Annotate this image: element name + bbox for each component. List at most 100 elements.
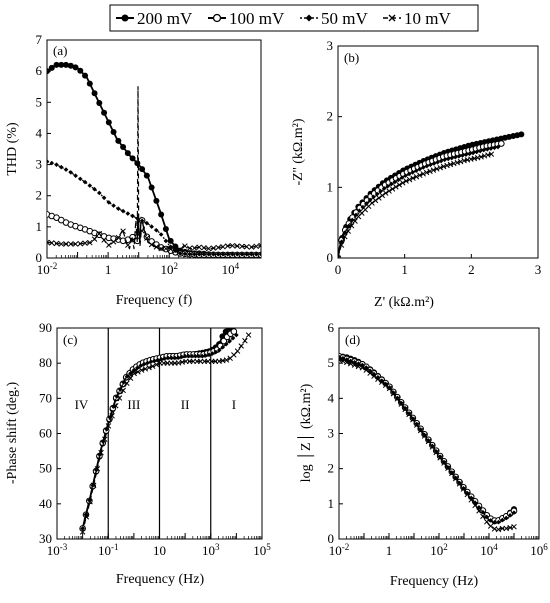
legend-item-200mv: 200 mV [116, 9, 193, 28]
legend-label-50mv: 50 mV [321, 9, 368, 28]
region-label: IV [75, 397, 89, 412]
panel-c-xlabel: Frequency (Hz) [116, 572, 205, 587]
data-point [101, 109, 108, 116]
data-point [387, 385, 392, 390]
data-point [234, 243, 240, 249]
panel-b-frame [337, 45, 539, 259]
data-point [511, 523, 517, 530]
data-point [77, 240, 84, 247]
data-point [120, 387, 126, 394]
x-tick-label: 106 [530, 542, 548, 558]
data-point [242, 338, 248, 344]
data-point [230, 335, 236, 341]
data-point [488, 151, 495, 157]
data-point [110, 239, 117, 245]
legend-label-200mv: 200 mV [137, 9, 193, 28]
x-tick-label: 10 [153, 543, 166, 558]
data-point [456, 481, 463, 487]
data-point [372, 197, 379, 204]
y-tick-label: 1 [36, 219, 43, 234]
y-tick-label: 6 [36, 63, 43, 78]
y-tick-label: 60 [39, 426, 52, 441]
region-label: I [232, 397, 236, 412]
y-tick-label: 80 [39, 355, 52, 370]
series-10mv [339, 356, 517, 533]
data-point [224, 243, 231, 249]
data-point [196, 244, 202, 250]
data-point [138, 367, 145, 373]
data-point [476, 505, 482, 510]
x-tick-label: 10-1 [98, 542, 119, 558]
data-point [83, 514, 90, 520]
data-point [143, 172, 150, 179]
data-point [210, 245, 217, 251]
x-tick-label: 10-2 [329, 542, 350, 558]
panel-d-ticks: 0 1 2 3 4 5 6 10-2 1 102 104 106 [328, 320, 549, 558]
series-10mv [47, 86, 261, 254]
region-label: III [127, 397, 140, 412]
data-point [142, 366, 149, 372]
data-point [463, 152, 469, 157]
panel-a-frame [46, 39, 262, 259]
data-point [389, 186, 396, 192]
data-point [437, 164, 443, 171]
data-point [445, 156, 451, 162]
legend-item-10mv: 10 mV [383, 9, 451, 28]
data-point [495, 144, 501, 150]
data-point [258, 251, 261, 257]
data-point [253, 243, 259, 250]
data-point [403, 173, 408, 178]
data-point [472, 502, 478, 509]
data-point [186, 353, 191, 359]
data-point [476, 508, 482, 514]
panel-a-series [47, 61, 261, 258]
data-point [437, 454, 443, 460]
data-point [353, 212, 359, 218]
data-point [125, 211, 131, 216]
data-point [138, 363, 144, 368]
data-point [440, 163, 447, 170]
data-point [192, 251, 197, 257]
data-point [496, 519, 501, 525]
data-point [189, 353, 195, 359]
x-tick-label: 104 [480, 542, 498, 558]
data-point [461, 486, 466, 491]
data-point [191, 245, 198, 251]
data-point [382, 190, 389, 196]
data-point [110, 129, 117, 136]
data-point [94, 466, 101, 472]
data-point [127, 375, 134, 381]
data-point [86, 80, 93, 87]
data-point [106, 200, 112, 205]
data-point [47, 239, 50, 246]
data-point [145, 360, 150, 366]
x-tick-label: 102 [161, 261, 179, 277]
y-tick-label: 3 [328, 426, 335, 441]
data-point [399, 175, 405, 180]
data-point [162, 356, 167, 361]
data-point [158, 211, 165, 218]
data-point [105, 119, 112, 126]
data-point [153, 197, 160, 204]
data-point [425, 438, 432, 445]
data-point [367, 197, 373, 203]
data-point [167, 237, 174, 244]
y-tick-label: 1 [328, 496, 335, 511]
data-point [227, 338, 232, 344]
data-point [444, 162, 450, 169]
data-point [367, 370, 373, 376]
data-point [391, 390, 396, 395]
data-point [470, 150, 476, 156]
panel-c-series [79, 328, 252, 535]
data-point [346, 223, 351, 229]
data-point [385, 183, 391, 189]
data-point [72, 64, 79, 71]
data-point [114, 394, 120, 399]
data-point [339, 356, 342, 363]
data-point [144, 235, 150, 241]
data-point [433, 449, 439, 456]
data-point [130, 213, 135, 219]
data-point [488, 518, 493, 523]
data-point [413, 168, 419, 174]
